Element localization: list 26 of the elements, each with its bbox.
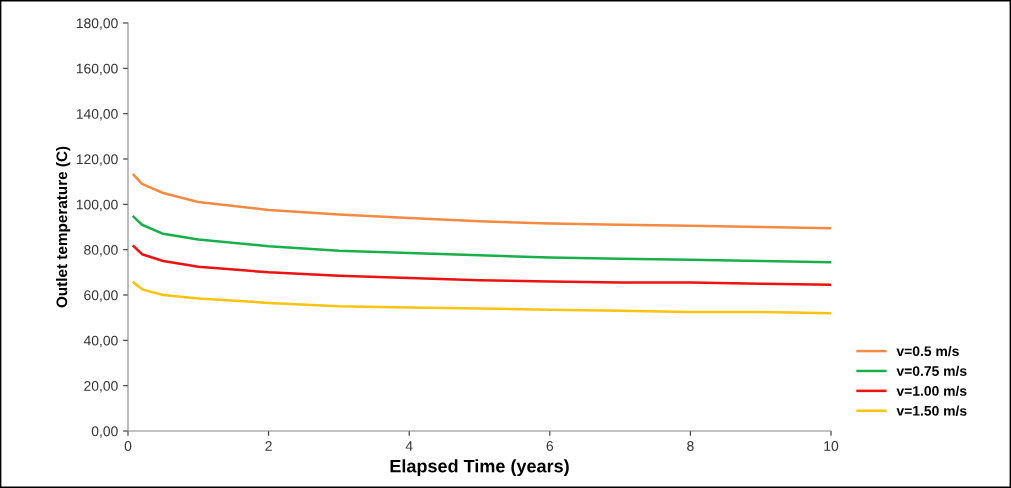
y-tick-label: 20,00 xyxy=(84,381,118,393)
line-series xyxy=(132,173,831,230)
y-tick-label: 0,00 xyxy=(91,426,118,438)
y-tick-label: 180,00 xyxy=(76,18,118,30)
legend-label: v=1.00 m/s xyxy=(896,385,967,396)
x-tick-label: 8 xyxy=(687,441,694,451)
legend-label: v=1.50 m/s xyxy=(896,405,967,416)
y-tick-label: 60,00 xyxy=(84,290,118,302)
x-axis-title: Elapsed Time (years) xyxy=(390,459,569,477)
y-tick-label: 100,00 xyxy=(76,199,118,212)
y-axis-title: Outlet temperature (C) xyxy=(56,146,71,308)
line-series xyxy=(132,281,831,315)
y-tick-label: 120,00 xyxy=(76,154,118,166)
x-tick-label: 0 xyxy=(124,441,132,451)
y-tick-label: 160,00 xyxy=(76,63,118,76)
x-tick-label: 6 xyxy=(546,441,554,451)
line-series xyxy=(132,245,831,287)
x-tick-label: 4 xyxy=(405,441,413,451)
x-tick-label: 2 xyxy=(265,441,272,451)
y-tick-label: 140,00 xyxy=(76,109,118,121)
y-tick-label: 80,00 xyxy=(84,245,118,257)
legend-label: v=0.75 m/s xyxy=(896,365,967,377)
legend-label: v=0.5 m/s xyxy=(896,345,959,357)
x-tick-label: 10 xyxy=(824,441,839,451)
y-tick-label: 40,00 xyxy=(83,335,118,348)
line-series xyxy=(132,215,831,264)
